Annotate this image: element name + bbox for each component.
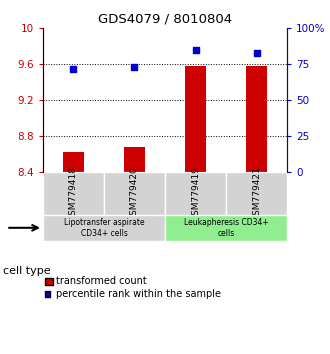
FancyBboxPatch shape (43, 215, 165, 241)
Title: GDS4079 / 8010804: GDS4079 / 8010804 (98, 13, 232, 26)
Point (132, 64, 137, 70)
Bar (185, 66, 206, 172)
Point (71, 66, 76, 72)
Text: Lipotransfer aspirate
CD34+ cells: Lipotransfer aspirate CD34+ cells (64, 218, 144, 238)
FancyBboxPatch shape (165, 215, 287, 241)
FancyBboxPatch shape (43, 172, 104, 215)
Bar (246, 66, 267, 172)
Point (193, 47, 198, 53)
Text: GSM779420: GSM779420 (130, 166, 139, 221)
Text: GSM779418: GSM779418 (69, 166, 78, 221)
FancyBboxPatch shape (104, 172, 165, 215)
Bar (63, 152, 84, 172)
Text: percentile rank within the sample: percentile rank within the sample (56, 289, 221, 299)
Bar (124, 147, 145, 172)
FancyBboxPatch shape (165, 172, 226, 215)
Text: GSM779419: GSM779419 (191, 166, 200, 221)
Text: GSM779421: GSM779421 (252, 166, 261, 221)
Text: transformed count: transformed count (56, 276, 147, 286)
Text: Leukapheresis CD34+
cells: Leukapheresis CD34+ cells (184, 218, 268, 238)
Text: cell type: cell type (3, 266, 51, 276)
Point (254, 50, 259, 56)
FancyBboxPatch shape (226, 172, 287, 215)
